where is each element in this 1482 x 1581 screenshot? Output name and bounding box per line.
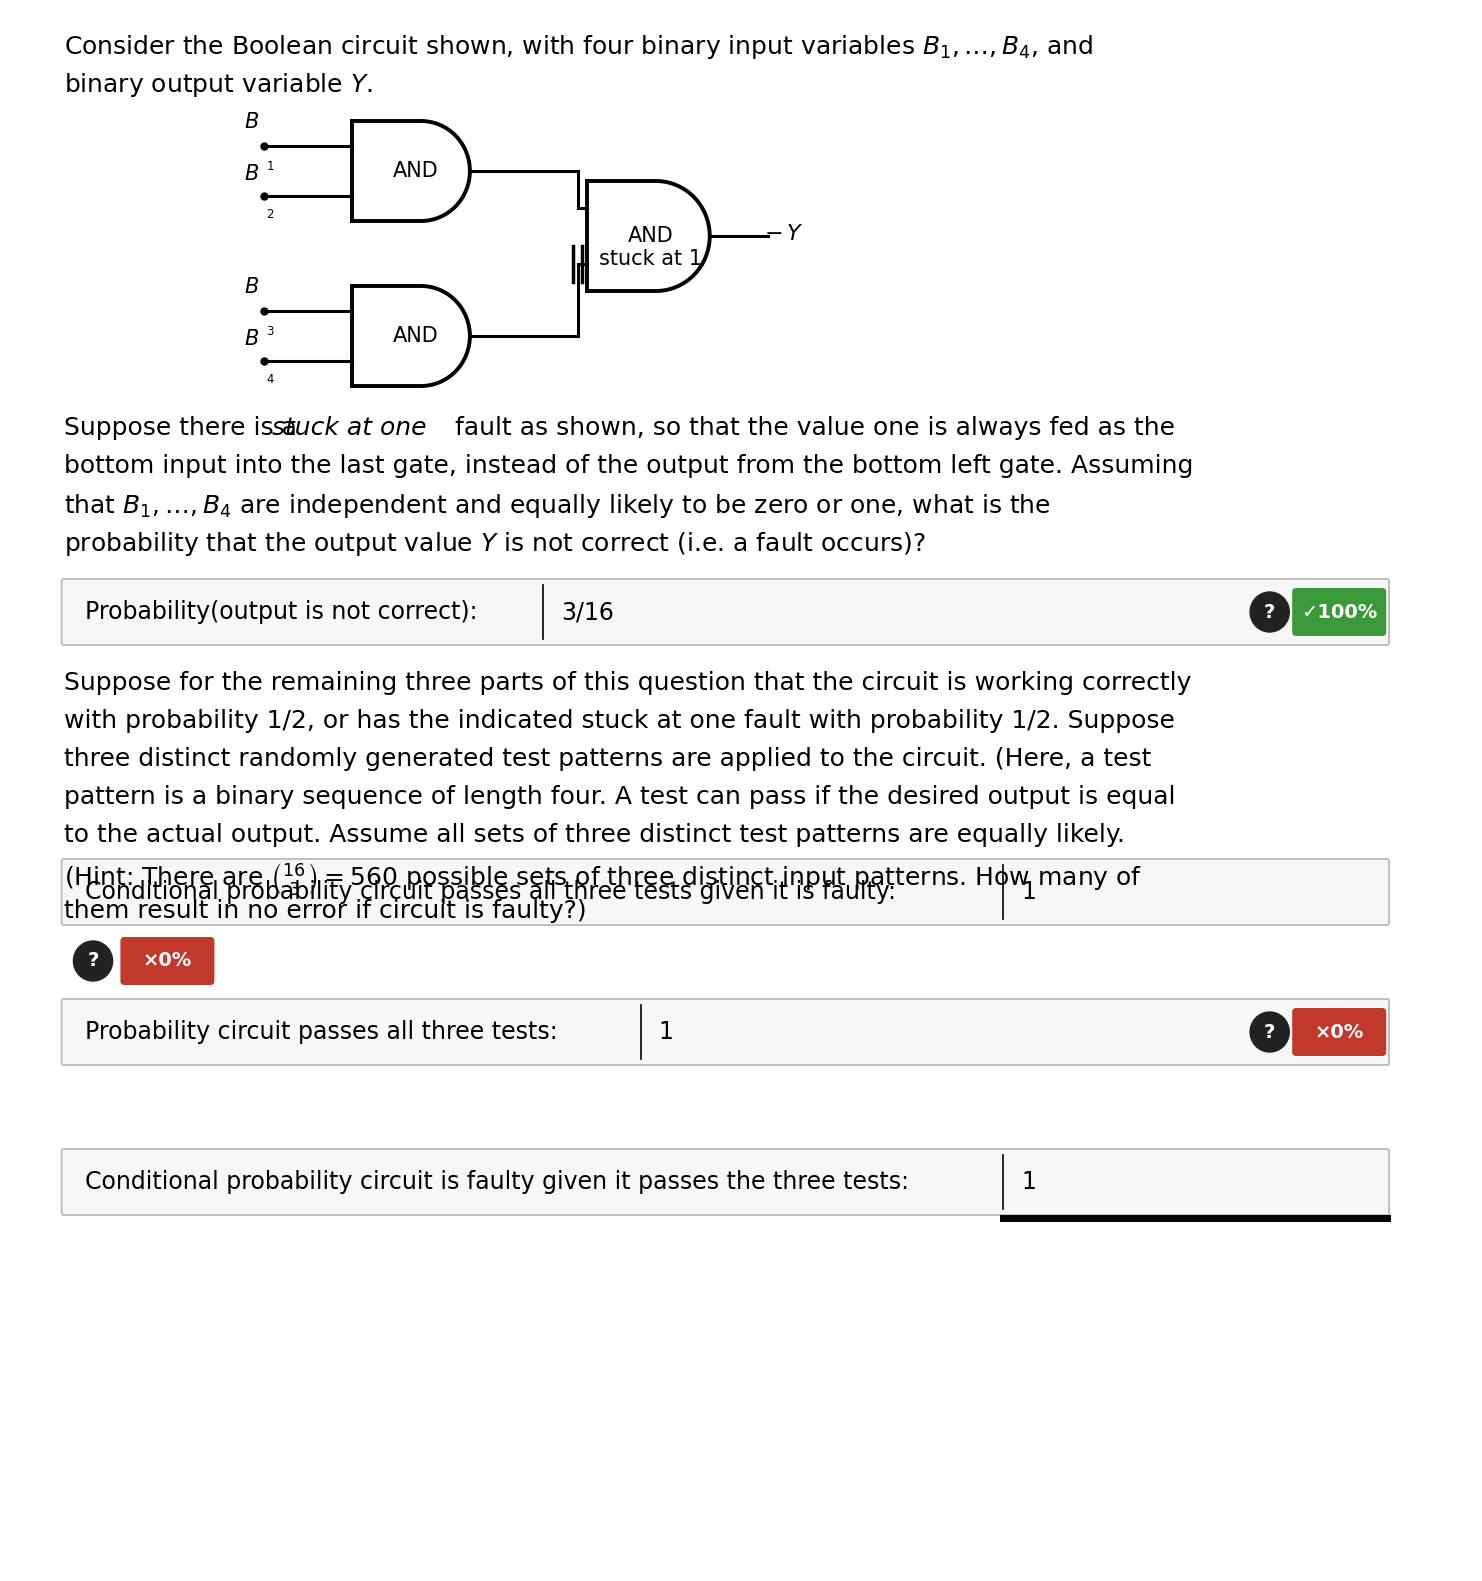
Text: stuck at one: stuck at one bbox=[273, 416, 427, 440]
Text: $_2$: $_2$ bbox=[267, 204, 274, 221]
Text: $-\,Y$: $-\,Y$ bbox=[763, 223, 803, 245]
Text: stuck at 1: stuck at 1 bbox=[599, 248, 702, 269]
Text: AND: AND bbox=[393, 326, 439, 346]
Text: 1: 1 bbox=[1021, 881, 1036, 904]
Text: Conditional probability circuit passes all three tests given it is faulty:: Conditional probability circuit passes a… bbox=[84, 881, 897, 904]
Text: Probability(output is not correct):: Probability(output is not correct): bbox=[84, 601, 477, 624]
Text: AND: AND bbox=[628, 226, 674, 247]
Text: them result in no error if circuit is faulty?): them result in no error if circuit is fa… bbox=[64, 900, 587, 923]
Text: $B$: $B$ bbox=[245, 164, 259, 183]
FancyBboxPatch shape bbox=[62, 858, 1389, 925]
Text: three distinct randomly generated test patterns are applied to the circuit. (Her: three distinct randomly generated test p… bbox=[64, 746, 1152, 772]
Text: 1: 1 bbox=[1021, 1170, 1036, 1194]
Circle shape bbox=[1251, 591, 1289, 632]
Circle shape bbox=[1251, 1012, 1289, 1051]
Text: ?: ? bbox=[1264, 1023, 1276, 1042]
Text: $B$: $B$ bbox=[245, 277, 259, 297]
Text: ×0%: ×0% bbox=[142, 952, 193, 971]
FancyBboxPatch shape bbox=[62, 999, 1389, 1066]
Text: ?: ? bbox=[87, 952, 99, 971]
FancyBboxPatch shape bbox=[62, 1149, 1389, 1216]
Text: $_1$: $_1$ bbox=[267, 157, 274, 172]
Text: pattern is a binary sequence of length four. A test can pass if the desired outp: pattern is a binary sequence of length f… bbox=[64, 786, 1175, 809]
Circle shape bbox=[74, 941, 113, 980]
Text: $_3$: $_3$ bbox=[267, 321, 276, 338]
Text: Conditional probability circuit is faulty given it passes the three tests:: Conditional probability circuit is fault… bbox=[84, 1170, 908, 1194]
Text: ✓100%: ✓100% bbox=[1301, 602, 1377, 621]
Text: ×0%: ×0% bbox=[1315, 1023, 1363, 1042]
Text: binary output variable $Y$.: binary output variable $Y$. bbox=[64, 71, 372, 100]
Text: probability that the output value $Y$ is not correct (i.e. a fault occurs)?: probability that the output value $Y$ is… bbox=[64, 530, 925, 558]
Text: 1: 1 bbox=[659, 1020, 674, 1043]
Text: $_4$: $_4$ bbox=[267, 368, 276, 386]
Text: with probability 1/2, or has the indicated stuck at one fault with probability 1: with probability 1/2, or has the indicat… bbox=[64, 708, 1175, 734]
Text: to the actual output. Assume all sets of three distinct test patterns are equall: to the actual output. Assume all sets of… bbox=[64, 824, 1125, 847]
Text: ?: ? bbox=[1264, 602, 1276, 621]
FancyBboxPatch shape bbox=[120, 938, 215, 985]
FancyBboxPatch shape bbox=[1292, 1009, 1386, 1056]
FancyBboxPatch shape bbox=[62, 579, 1389, 645]
FancyBboxPatch shape bbox=[1292, 588, 1386, 636]
Text: $B$: $B$ bbox=[245, 329, 259, 349]
Text: Suppose for the remaining three parts of this question that the circuit is worki: Suppose for the remaining three parts of… bbox=[64, 670, 1192, 696]
Text: Probability circuit passes all three tests:: Probability circuit passes all three tes… bbox=[84, 1020, 557, 1043]
Text: AND: AND bbox=[393, 161, 439, 180]
Text: bottom input into the last gate, instead of the output from the bottom left gate: bottom input into the last gate, instead… bbox=[64, 454, 1193, 477]
Text: (Hint: There are $\binom{16}{3} = 560$ possible sets of three distinct input pat: (Hint: There are $\binom{16}{3} = 560$ p… bbox=[64, 862, 1141, 896]
Text: 3/16: 3/16 bbox=[560, 601, 614, 624]
Text: that $B_1,\ldots,B_4$ are independent and equally likely to be zero or one, what: that $B_1,\ldots,B_4$ are independent an… bbox=[64, 492, 1051, 520]
Text: fault as shown, so that the value one is always fed as the: fault as shown, so that the value one is… bbox=[448, 416, 1175, 440]
Text: $B$: $B$ bbox=[245, 112, 259, 131]
Text: Suppose there is a: Suppose there is a bbox=[64, 416, 304, 440]
Text: Consider the Boolean circuit shown, with four binary input variables $B_1,\ldots: Consider the Boolean circuit shown, with… bbox=[64, 33, 1092, 62]
